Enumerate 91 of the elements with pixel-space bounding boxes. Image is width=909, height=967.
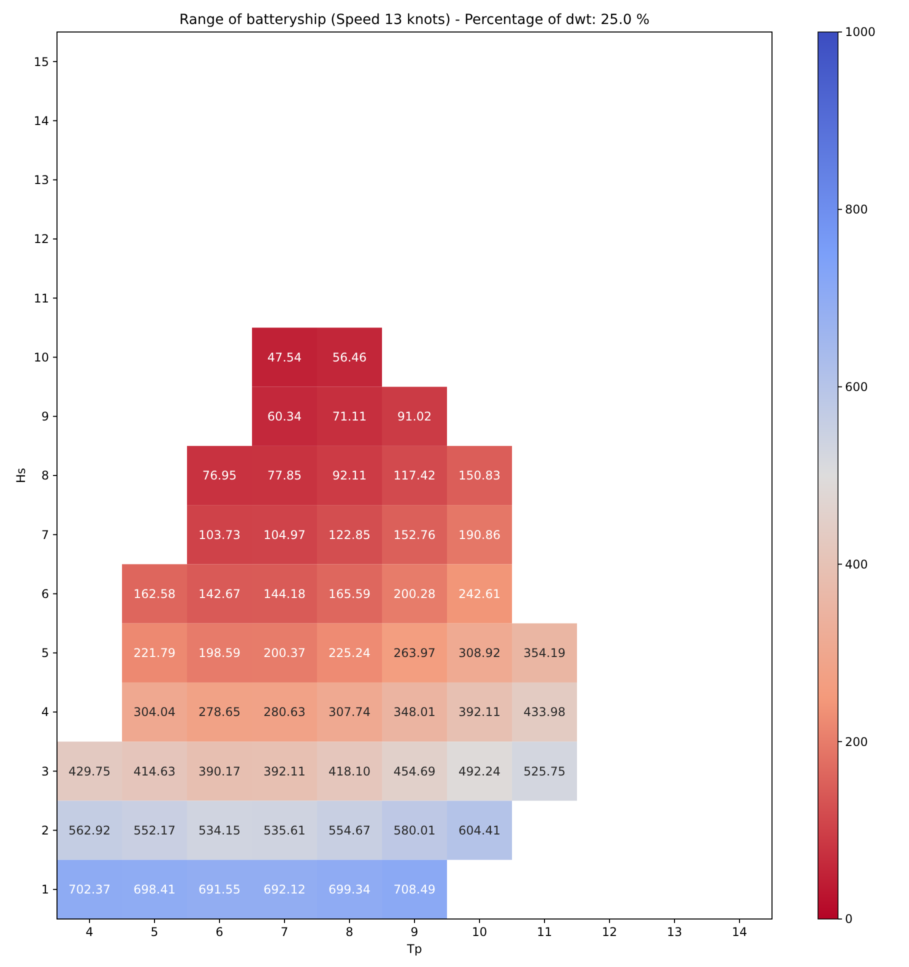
x-tick-label: 14 bbox=[732, 925, 748, 939]
y-tick-label: 11 bbox=[34, 291, 49, 306]
data-label: 307.74 bbox=[328, 705, 370, 720]
y-tick-label: 6 bbox=[41, 586, 49, 601]
color-bar-label: 600 bbox=[845, 380, 868, 394]
data-label: 308.92 bbox=[458, 646, 500, 660]
data-label: 71.11 bbox=[332, 410, 367, 424]
data-label: 525.75 bbox=[524, 764, 566, 778]
data-label: 699.34 bbox=[328, 882, 370, 897]
data-label: 152.76 bbox=[394, 528, 436, 542]
data-label: 433.98 bbox=[524, 705, 566, 720]
y-tick-label: 3 bbox=[41, 764, 49, 778]
x-tick-label: 4 bbox=[86, 925, 94, 939]
data-label: 200.28 bbox=[394, 586, 436, 601]
data-label: 92.11 bbox=[332, 468, 367, 483]
y-axis-title: Hs bbox=[14, 468, 28, 484]
data-label: 348.01 bbox=[394, 705, 436, 720]
y-tick-label: 10 bbox=[34, 350, 49, 364]
data-label: 60.34 bbox=[267, 410, 302, 424]
y-tick-label: 13 bbox=[34, 173, 49, 188]
color-bar-label: 0 bbox=[845, 912, 853, 926]
data-label: 198.59 bbox=[198, 646, 240, 660]
data-label: 535.61 bbox=[264, 824, 306, 838]
data-label: 354.19 bbox=[524, 646, 566, 660]
data-label: 91.02 bbox=[397, 410, 432, 424]
data-label: 418.10 bbox=[328, 764, 370, 778]
data-label: 414.63 bbox=[134, 764, 176, 778]
chart-title: Range of batteryship (Speed 13 knots) - Percentage of dwt: 25.0 % bbox=[179, 12, 650, 28]
data-label: 390.17 bbox=[198, 764, 240, 778]
data-label: 552.17 bbox=[134, 824, 176, 838]
data-label: 225.24 bbox=[328, 646, 370, 660]
data-label: 56.46 bbox=[332, 350, 367, 364]
y-tick-label: 15 bbox=[34, 54, 49, 69]
data-label: 76.95 bbox=[202, 468, 237, 483]
data-label: 263.97 bbox=[394, 646, 436, 660]
data-label: 698.41 bbox=[134, 882, 176, 897]
data-label: 692.12 bbox=[264, 882, 306, 897]
y-tick-label: 9 bbox=[41, 410, 49, 424]
data-label: 604.41 bbox=[458, 824, 500, 838]
y-tick-label: 8 bbox=[41, 468, 49, 483]
data-label: 165.59 bbox=[328, 586, 370, 601]
data-label: 47.54 bbox=[267, 350, 302, 364]
color-bar-label: 200 bbox=[845, 734, 868, 749]
data-label: 103.73 bbox=[198, 528, 240, 542]
y-tick-label: 7 bbox=[41, 528, 49, 542]
x-tick-label: 12 bbox=[602, 925, 618, 939]
data-label: 142.67 bbox=[198, 586, 240, 601]
color-bar-label: 800 bbox=[845, 202, 868, 217]
data-label: 190.86 bbox=[458, 528, 500, 542]
x-tick-label: 7 bbox=[280, 925, 288, 939]
x-tick-label: 5 bbox=[150, 925, 158, 939]
data-label: 554.67 bbox=[328, 824, 370, 838]
data-label: 708.49 bbox=[394, 882, 436, 897]
x-axis-title: Tp bbox=[406, 942, 422, 956]
x-tick-label: 9 bbox=[410, 925, 418, 939]
data-label: 162.58 bbox=[134, 586, 176, 601]
y-tick-label: 12 bbox=[34, 232, 49, 246]
data-label: 492.24 bbox=[458, 764, 500, 778]
color-bar-label: 1000 bbox=[845, 25, 876, 40]
x-tick-label: 6 bbox=[216, 925, 224, 939]
data-label: 122.85 bbox=[328, 528, 370, 542]
data-label: 150.83 bbox=[458, 468, 500, 483]
x-tick-label: 11 bbox=[536, 925, 552, 939]
data-label: 534.15 bbox=[198, 824, 240, 838]
data-label: 429.75 bbox=[68, 764, 110, 778]
data-label: 304.04 bbox=[134, 705, 176, 720]
data-label: 117.42 bbox=[394, 468, 436, 483]
data-label: 278.65 bbox=[198, 705, 240, 720]
color-bar-label: 400 bbox=[845, 557, 868, 572]
data-label: 562.92 bbox=[68, 824, 110, 838]
data-label: 392.11 bbox=[458, 705, 500, 720]
data-label: 392.11 bbox=[264, 764, 306, 778]
data-label: 77.85 bbox=[267, 468, 302, 483]
data-label: 580.01 bbox=[394, 824, 436, 838]
data-label: 280.63 bbox=[264, 705, 306, 720]
y-tick-label: 4 bbox=[41, 705, 49, 720]
x-tick-label: 13 bbox=[666, 925, 682, 939]
data-label: 242.61 bbox=[458, 586, 500, 601]
y-tick-label: 1 bbox=[41, 882, 49, 897]
data-label: 702.37 bbox=[68, 882, 110, 897]
data-label: 104.97 bbox=[264, 528, 306, 542]
data-label: 200.37 bbox=[264, 646, 306, 660]
y-tick-label: 2 bbox=[41, 824, 49, 838]
y-tick-label: 5 bbox=[41, 646, 49, 660]
x-tick-label: 10 bbox=[472, 925, 488, 939]
data-label: 454.69 bbox=[394, 764, 436, 778]
data-label: 144.18 bbox=[264, 586, 306, 601]
data-label: 691.55 bbox=[198, 882, 240, 897]
x-tick-label: 8 bbox=[346, 925, 354, 939]
data-label: 221.79 bbox=[134, 646, 176, 660]
y-tick-label: 14 bbox=[34, 114, 49, 128]
